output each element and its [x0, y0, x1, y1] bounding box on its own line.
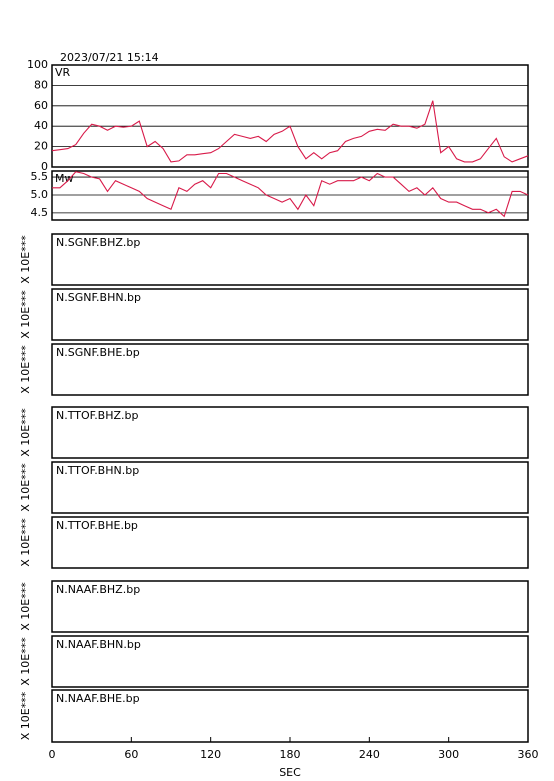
y-axis-label: X 10E***: [19, 408, 32, 457]
chart-title: 2023/07/21 15:14: [60, 51, 159, 64]
panel-label: N.NAAF.BHE.bp: [56, 692, 140, 705]
panel-label: N.SGNF.BHE.bp: [56, 346, 140, 359]
y-axis-label: X 10E***: [19, 637, 32, 686]
y-tick-label: 100: [27, 58, 48, 71]
y-tick-label: 60: [34, 99, 48, 112]
panel-label: N.TTOF.BHE.bp: [56, 519, 138, 532]
panel-label: N.NAAF.BHN.bp: [56, 638, 141, 651]
panel-frame: [51, 461, 529, 514]
y-axis-label: X 10E***: [19, 691, 32, 740]
x-tick-label: 120: [200, 748, 221, 761]
x-tick-label: 300: [438, 748, 459, 761]
y-axis-label: X 10E***: [19, 518, 32, 567]
y-tick-label: 4.5: [31, 206, 49, 219]
y-axis-label: X 10E***: [19, 235, 32, 284]
y-tick-label: 5.0: [31, 188, 49, 201]
panel-frame: [51, 343, 529, 396]
panel-label: N.SGNF.BHZ.bp: [56, 236, 140, 249]
y-axis-label: X 10E***: [19, 345, 32, 394]
x-tick-label: 360: [518, 748, 539, 761]
data-line: [52, 171, 529, 218]
panel-frame: [51, 580, 529, 633]
y-axis-label: X 10E***: [19, 290, 32, 339]
x-tick-label: 240: [359, 748, 380, 761]
y-tick-label: 40: [34, 119, 48, 132]
x-tick-label: 180: [280, 748, 301, 761]
panel-frame: [51, 406, 529, 459]
panel-frame: [51, 64, 529, 168]
y-tick-label: 0: [41, 160, 48, 173]
x-axis-label: SEC: [279, 766, 301, 779]
panel-frame: [51, 233, 529, 286]
y-axis-label: X 10E***: [19, 463, 32, 512]
y-tick-label: 20: [34, 140, 48, 153]
panel-frame: [51, 516, 529, 569]
y-axis-label: X 10E***: [19, 582, 32, 631]
panel-label: Mw: [55, 172, 74, 185]
panel-label: N.SGNF.BHN.bp: [56, 291, 141, 304]
panel-frame: [51, 170, 529, 221]
panel-label: VR: [55, 66, 71, 79]
x-tick-label: 0: [49, 748, 56, 761]
y-tick-label: 5.5: [31, 170, 49, 183]
y-tick-label: 80: [34, 78, 48, 91]
panel-label: N.TTOF.BHZ.bp: [56, 409, 139, 422]
data-line: [51, 100, 529, 163]
panel-frame: [51, 635, 529, 688]
panel-frame: [51, 288, 529, 341]
x-tick-label: 60: [124, 748, 138, 761]
panel-label: N.TTOF.BHN.bp: [56, 464, 139, 477]
panel-label: N.NAAF.BHZ.bp: [56, 583, 140, 596]
